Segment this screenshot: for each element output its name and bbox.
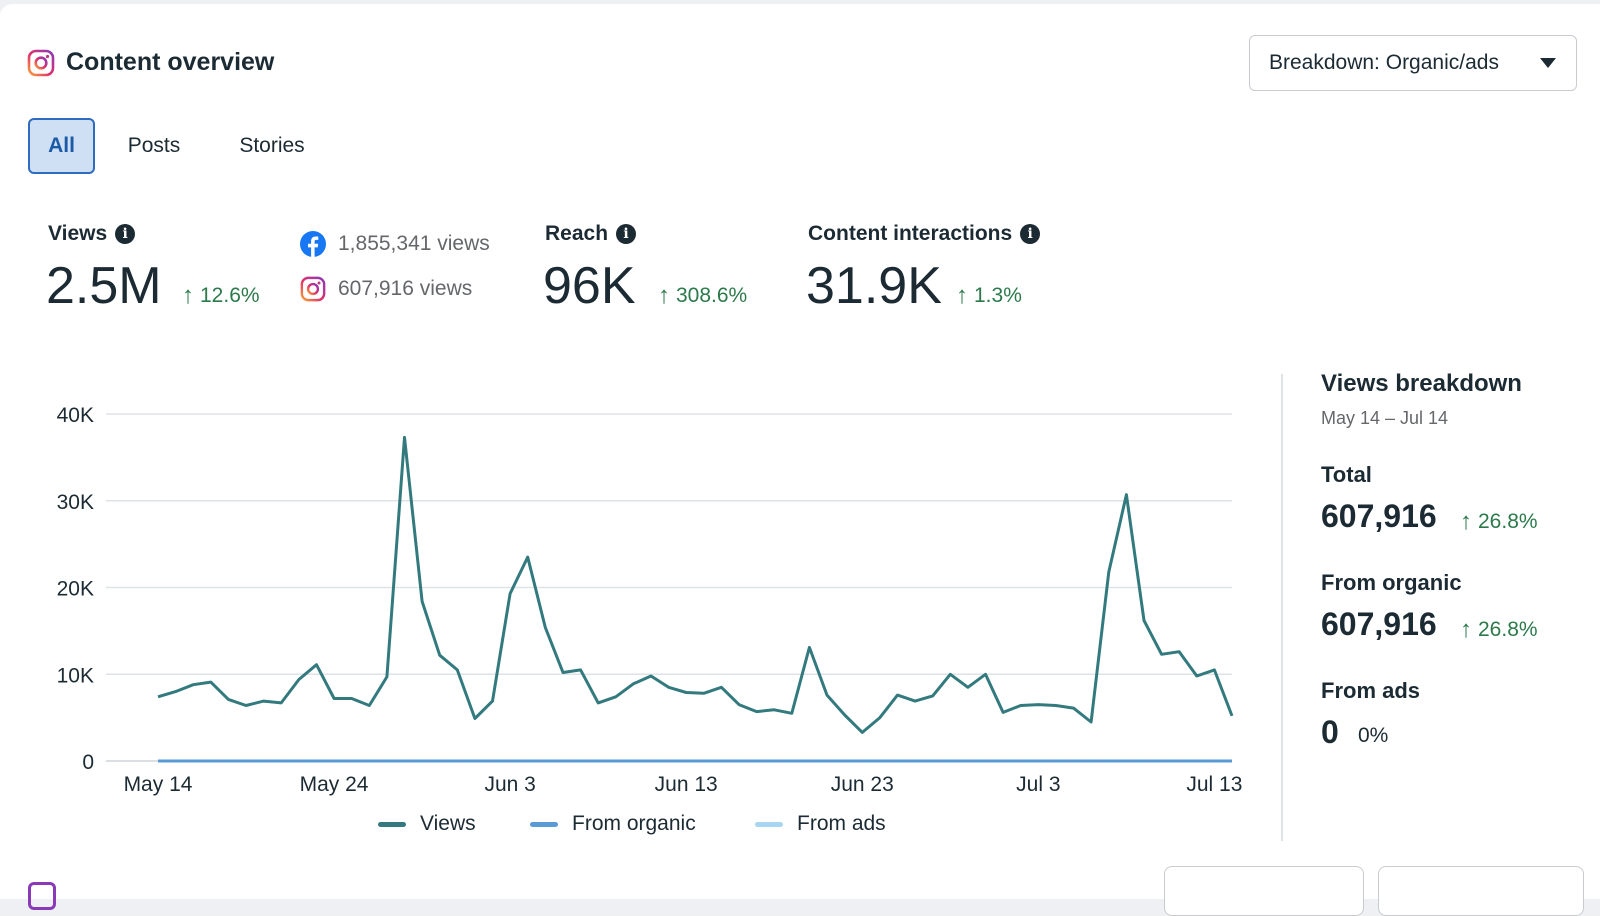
breakdown-title: Views breakdown	[1321, 370, 1522, 397]
reach-delta-text: 308.6%	[676, 284, 748, 307]
legend-from-organic[interactable]: From organic	[530, 812, 696, 836]
total-delta-text: 26.8%	[1478, 510, 1538, 533]
views-label-text: Views	[48, 222, 108, 245]
total-delta: ↑ 26.8%	[1460, 508, 1538, 536]
bottom-action-button-2[interactable]	[1378, 866, 1584, 916]
arrow-up-icon: ↑	[1460, 508, 1472, 535]
from-ads-label: From ads	[1321, 678, 1421, 703]
views-line-chart: 0 10K 20K 30K 40K May 14 May 24 Jun 3 Jun 13 Jun …	[57, 404, 1243, 796]
breakdown-dropdown[interactable]: Breakdown: Organic/ads	[1249, 35, 1577, 91]
arrow-up-icon: ↑	[182, 282, 194, 309]
legend-views[interactable]: Views	[378, 812, 476, 836]
from-ads-delta: 0%	[1358, 724, 1389, 747]
legend-views-swatch	[378, 821, 406, 827]
y-tick-label: 20K	[57, 578, 94, 601]
page-title: Content overview	[66, 48, 275, 76]
legend-organic-swatch	[530, 821, 558, 827]
views-metric-label: Views i	[48, 222, 136, 246]
instagram-icon	[28, 882, 56, 910]
reach-metric-label: Reach i	[545, 222, 637, 246]
tab-all[interactable]: All	[28, 118, 95, 174]
facebook-views-text: 1,855,341 views	[338, 232, 490, 255]
tab-stories[interactable]: Stories	[239, 134, 305, 157]
facebook-views: 1,855,341 views	[300, 231, 490, 257]
tab-posts[interactable]: Posts	[127, 134, 181, 157]
from-organic-delta: ↑ 26.8%	[1460, 616, 1538, 644]
arrow-up-icon: ↑	[956, 282, 968, 309]
views-delta: ↑ 12.6%	[182, 282, 260, 310]
info-icon[interactable]: i	[115, 224, 136, 244]
caret-down-icon	[1540, 58, 1556, 68]
bottom-action-button[interactable]	[1164, 866, 1364, 916]
info-icon[interactable]: i	[1020, 224, 1041, 244]
total-value: 607,916	[1321, 498, 1437, 534]
legend-ads-label: From ads	[797, 812, 886, 835]
legend-ads-swatch	[755, 821, 783, 827]
views-value: 2.5M	[46, 257, 162, 315]
x-tick-label: Jul 13	[1186, 773, 1242, 796]
x-tick-label: Jun 13	[655, 773, 718, 796]
interactions-metric-label: Content interactions i	[808, 222, 1041, 246]
from-organic-value: 607,916	[1321, 606, 1437, 642]
y-tick-label: 30K	[57, 491, 94, 514]
instagram-icon	[27, 49, 55, 77]
x-tick-label: Jul 3	[1016, 773, 1060, 796]
reach-delta: ↑ 308.6%	[658, 282, 747, 310]
from-organic-label: From organic	[1321, 570, 1462, 595]
instagram-icon	[300, 276, 326, 302]
organic-delta-text: 26.8%	[1478, 618, 1538, 641]
series-line-views	[157, 435, 1234, 734]
panel-divider	[1281, 374, 1283, 841]
x-tick-label: May 24	[300, 773, 369, 796]
y-tick-label: 0	[82, 751, 94, 774]
arrow-up-icon: ↑	[1460, 616, 1472, 643]
instagram-views-text: 607,916 views	[338, 277, 473, 300]
interactions-label-text: Content interactions	[808, 222, 1013, 245]
x-tick-label: Jun 3	[484, 773, 535, 796]
views-delta-text: 12.6%	[200, 284, 260, 307]
breakdown-dropdown-label: Breakdown: Organic/ads	[1269, 51, 1499, 74]
content-overview-card: Content overview Breakdown: Organic/ads …	[0, 4, 1600, 916]
info-icon[interactable]: i	[616, 224, 637, 244]
y-tick-label: 10K	[57, 664, 94, 687]
reach-value: 96K	[543, 257, 636, 315]
instagram-views: 607,916 views	[300, 276, 472, 302]
from-ads-value: 0	[1321, 714, 1339, 750]
x-tick-label: May 14	[124, 773, 193, 796]
facebook-icon	[300, 231, 326, 257]
interactions-value: 31.9K	[806, 257, 942, 315]
interactions-delta-text: 1.3%	[974, 284, 1022, 307]
breakdown-date-range: May 14 – Jul 14	[1321, 408, 1449, 428]
arrow-up-icon: ↑	[658, 282, 670, 309]
x-tick-label: Jun 23	[831, 773, 894, 796]
reach-label-text: Reach	[545, 222, 609, 245]
legend-views-label: Views	[420, 812, 476, 835]
interactions-delta: ↑ 1.3%	[956, 282, 1022, 310]
legend-organic-label: From organic	[572, 812, 696, 835]
legend-from-ads[interactable]: From ads	[755, 812, 886, 836]
total-label: Total	[1321, 462, 1372, 487]
y-tick-label: 40K	[57, 404, 94, 427]
